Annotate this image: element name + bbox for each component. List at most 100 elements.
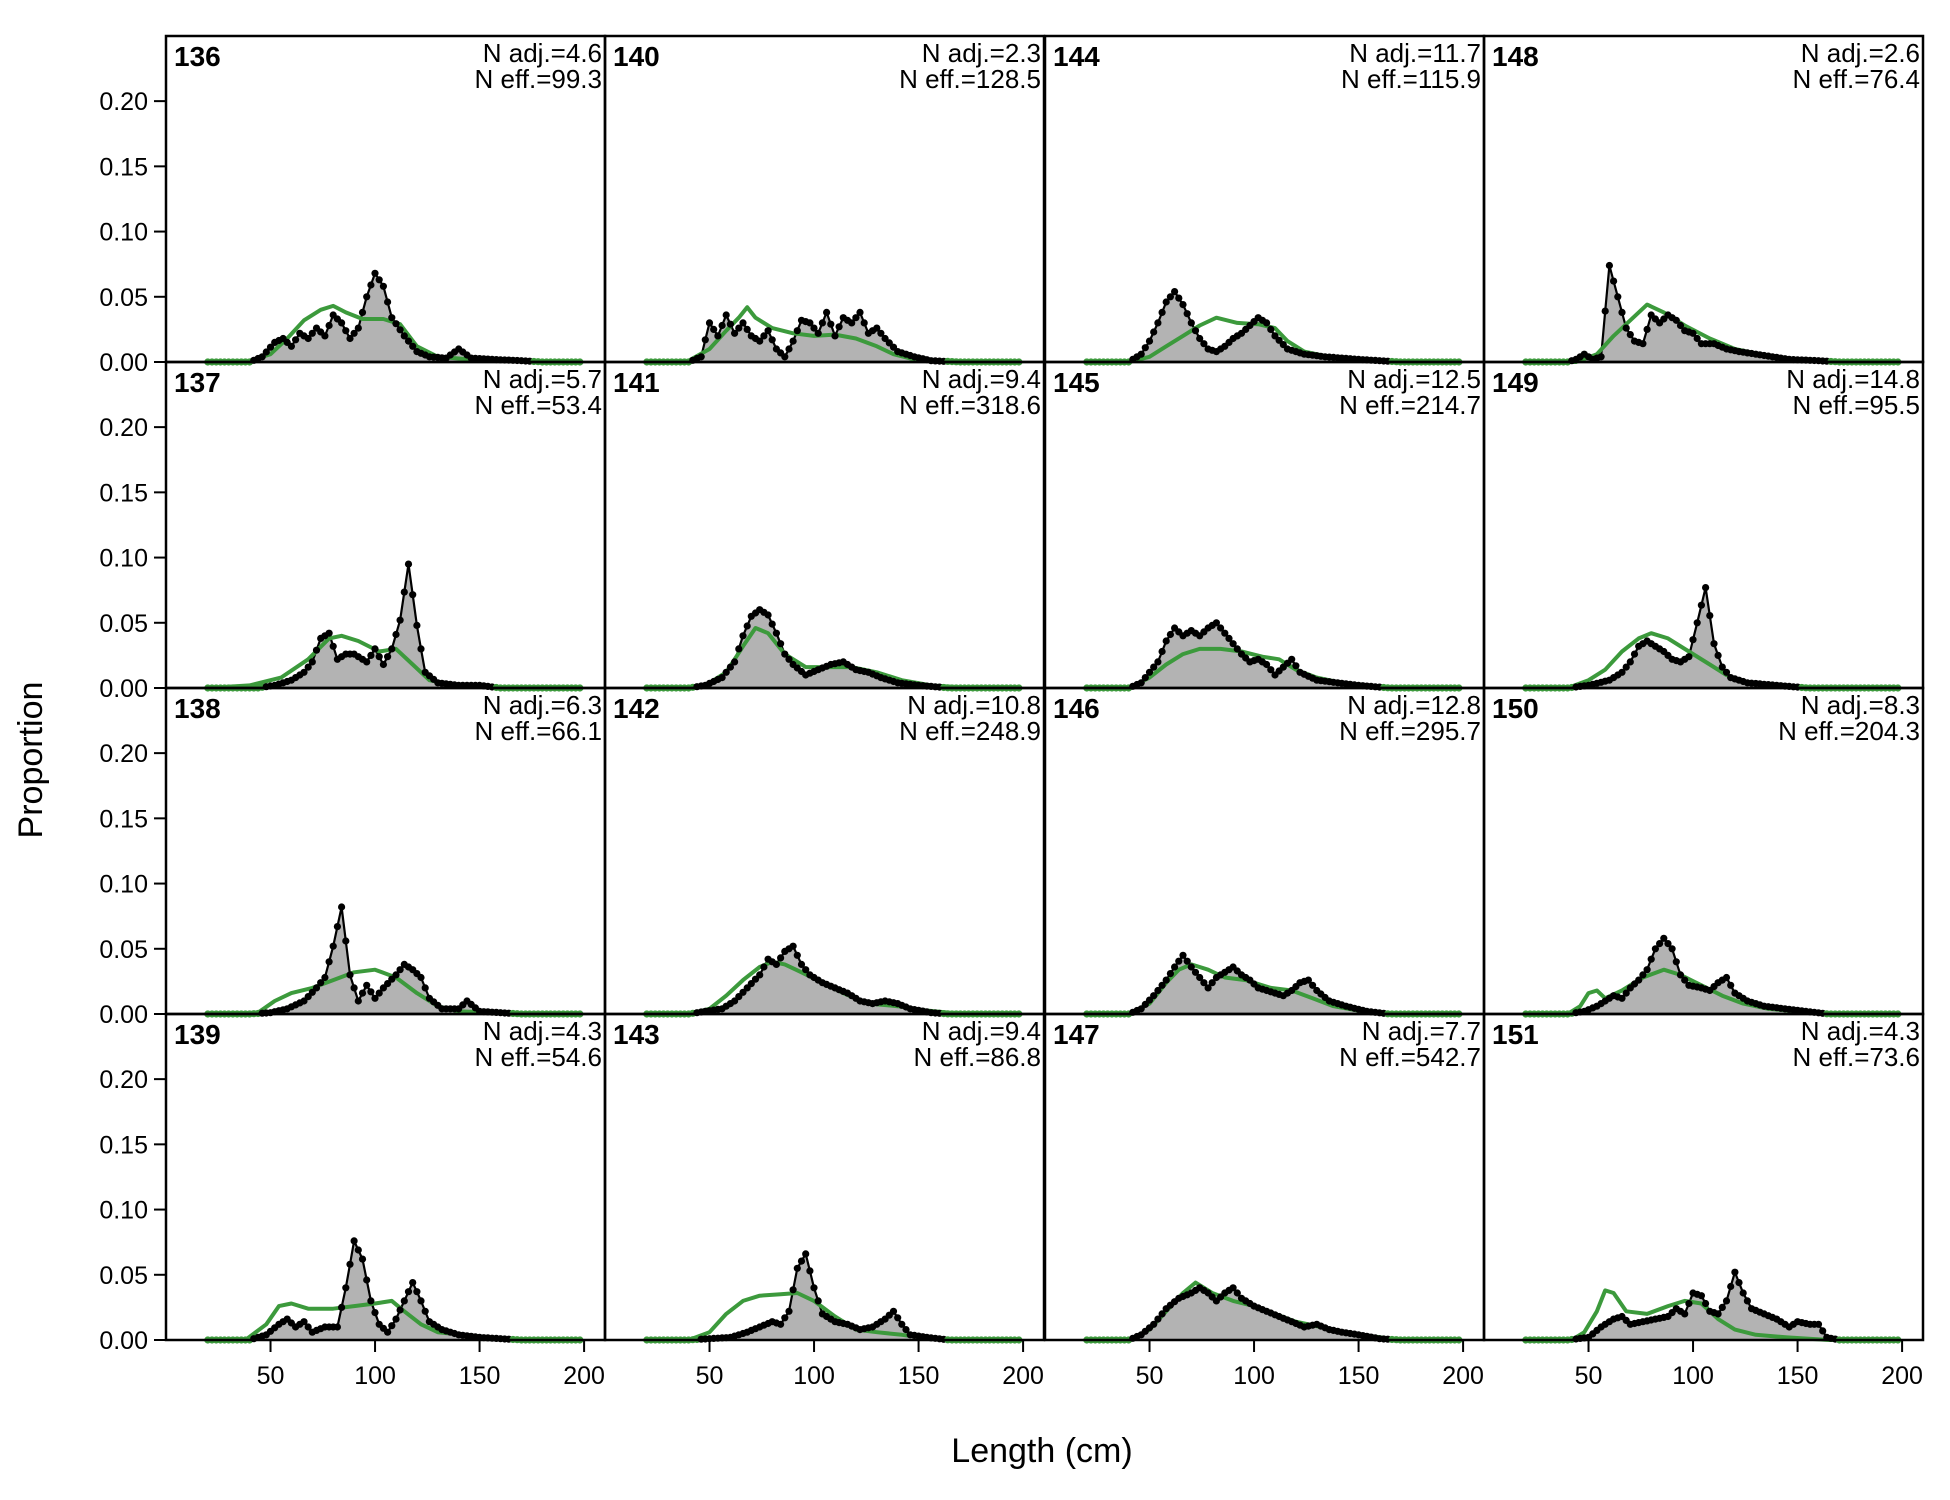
panel-140: 140 N adj.=2.3N eff.=128.5 — [603, 34, 1046, 366]
panel-label: 149 — [1492, 367, 1539, 398]
y-tick-label: 0.00 — [99, 1327, 148, 1355]
n-eff-label: N eff.=542.7 — [1339, 1042, 1481, 1072]
observed-point — [793, 951, 801, 959]
observed-point — [371, 645, 379, 653]
observed-point — [1145, 668, 1154, 676]
observed-point — [258, 353, 266, 361]
observed-point — [1597, 353, 1605, 361]
n-eff-label: N eff.=73.6 — [1793, 1042, 1920, 1072]
observed-point — [1217, 624, 1225, 632]
observed-point — [810, 1284, 818, 1292]
observed-point — [384, 1328, 392, 1336]
observed-point — [392, 630, 400, 639]
observed-point — [1137, 679, 1145, 687]
observed-point — [367, 988, 375, 996]
observed-point — [1622, 663, 1630, 671]
observed-point — [317, 979, 325, 987]
panel-label: 142 — [613, 693, 660, 724]
observed-point — [329, 642, 337, 650]
observed-point — [760, 963, 768, 971]
n-adj-label: N adj.=6.3 — [483, 690, 602, 720]
observed-point — [789, 1286, 797, 1294]
observed-point — [722, 311, 730, 319]
observed-point — [346, 1260, 354, 1268]
panel-147: 147 N adj.=7.7N eff.=542.7 — [1043, 1012, 1486, 1344]
n-adj-label: N adj.=11.7 — [1349, 38, 1481, 68]
observed-point — [1819, 1327, 1827, 1335]
n-adj-label: N adj.=2.3 — [922, 38, 1041, 68]
observed-point — [718, 674, 726, 682]
observed-point — [764, 327, 772, 335]
observed-point — [417, 1297, 425, 1305]
observed-point — [1166, 630, 1174, 639]
observed-point — [1731, 1268, 1739, 1276]
observed-point — [718, 321, 726, 330]
observed-point — [697, 353, 705, 361]
x-tick-label: 100 — [793, 1362, 835, 1390]
observed-point — [1158, 308, 1166, 316]
observed-point — [1267, 325, 1275, 333]
observed-point — [375, 989, 383, 997]
observed-point — [354, 324, 362, 332]
observed-point — [1162, 976, 1170, 984]
panel-149: 149 N adj.=14.8N eff.=95.5 — [1482, 360, 1925, 692]
observed-point — [1200, 340, 1208, 348]
observed-point — [806, 1267, 814, 1275]
observed-point — [873, 324, 881, 332]
observed-point — [1208, 979, 1216, 987]
observed-point — [1137, 350, 1145, 358]
observed-point — [1304, 976, 1312, 984]
panel-label: 136 — [174, 41, 221, 72]
n-adj-label: N adj.=4.3 — [1801, 1016, 1920, 1046]
observed-point — [735, 645, 743, 653]
n-eff-label: N eff.=86.8 — [914, 1042, 1041, 1072]
observed-area — [646, 609, 1019, 688]
observed-point — [371, 994, 379, 1002]
observed-point — [325, 958, 333, 966]
observed-point — [731, 329, 739, 337]
observed-point — [338, 1303, 346, 1311]
observed-point — [1225, 634, 1233, 643]
observed-point — [287, 342, 295, 350]
n-eff-label: N eff.=76.4 — [1793, 64, 1920, 94]
n-adj-label: N adj.=4.3 — [483, 1016, 602, 1046]
observed-point — [1175, 957, 1183, 965]
observed-point — [384, 653, 392, 661]
n-adj-label: N adj.=9.4 — [922, 1016, 1041, 1046]
observed-point — [1175, 294, 1183, 302]
observed-point — [1714, 651, 1722, 660]
panel-label: 145 — [1053, 367, 1100, 398]
observed-point — [1229, 1284, 1237, 1292]
observed-point — [379, 660, 387, 669]
n-adj-label: N adj.=10.8 — [907, 690, 1041, 720]
observed-point — [266, 343, 275, 351]
observed-point — [1643, 966, 1651, 974]
observed-point — [312, 984, 321, 992]
observed-point — [1162, 298, 1170, 306]
observed-point — [308, 658, 316, 666]
observed-point — [388, 314, 396, 322]
panel-137: 137 N adj.=5.7N eff.=53.4 — [164, 360, 607, 692]
observed-point — [1171, 963, 1179, 971]
observed-point — [1158, 981, 1166, 989]
observed-point — [400, 332, 408, 340]
n-eff-label: N eff.=66.1 — [475, 716, 602, 746]
n-adj-label: N adj.=4.6 — [483, 38, 602, 68]
n-eff-label: N eff.=248.9 — [899, 716, 1041, 746]
observed-point — [1635, 976, 1643, 984]
observed-point — [1727, 1282, 1735, 1291]
observed-point — [1739, 1289, 1747, 1297]
observed-point — [409, 591, 417, 599]
observed-point — [358, 989, 367, 997]
x-tick-label: 50 — [1136, 1362, 1164, 1390]
observed-point — [342, 327, 350, 335]
n-adj-label: N adj.=5.7 — [483, 364, 602, 394]
observed-point — [823, 308, 831, 316]
observed-point — [1622, 324, 1630, 332]
n-eff-label: N eff.=318.6 — [899, 390, 1041, 420]
observed-point — [1267, 666, 1275, 674]
observed-point — [350, 984, 358, 992]
observed-point — [338, 903, 346, 911]
observed-point — [1150, 328, 1158, 336]
y-tick-label: 0.10 — [99, 871, 148, 899]
